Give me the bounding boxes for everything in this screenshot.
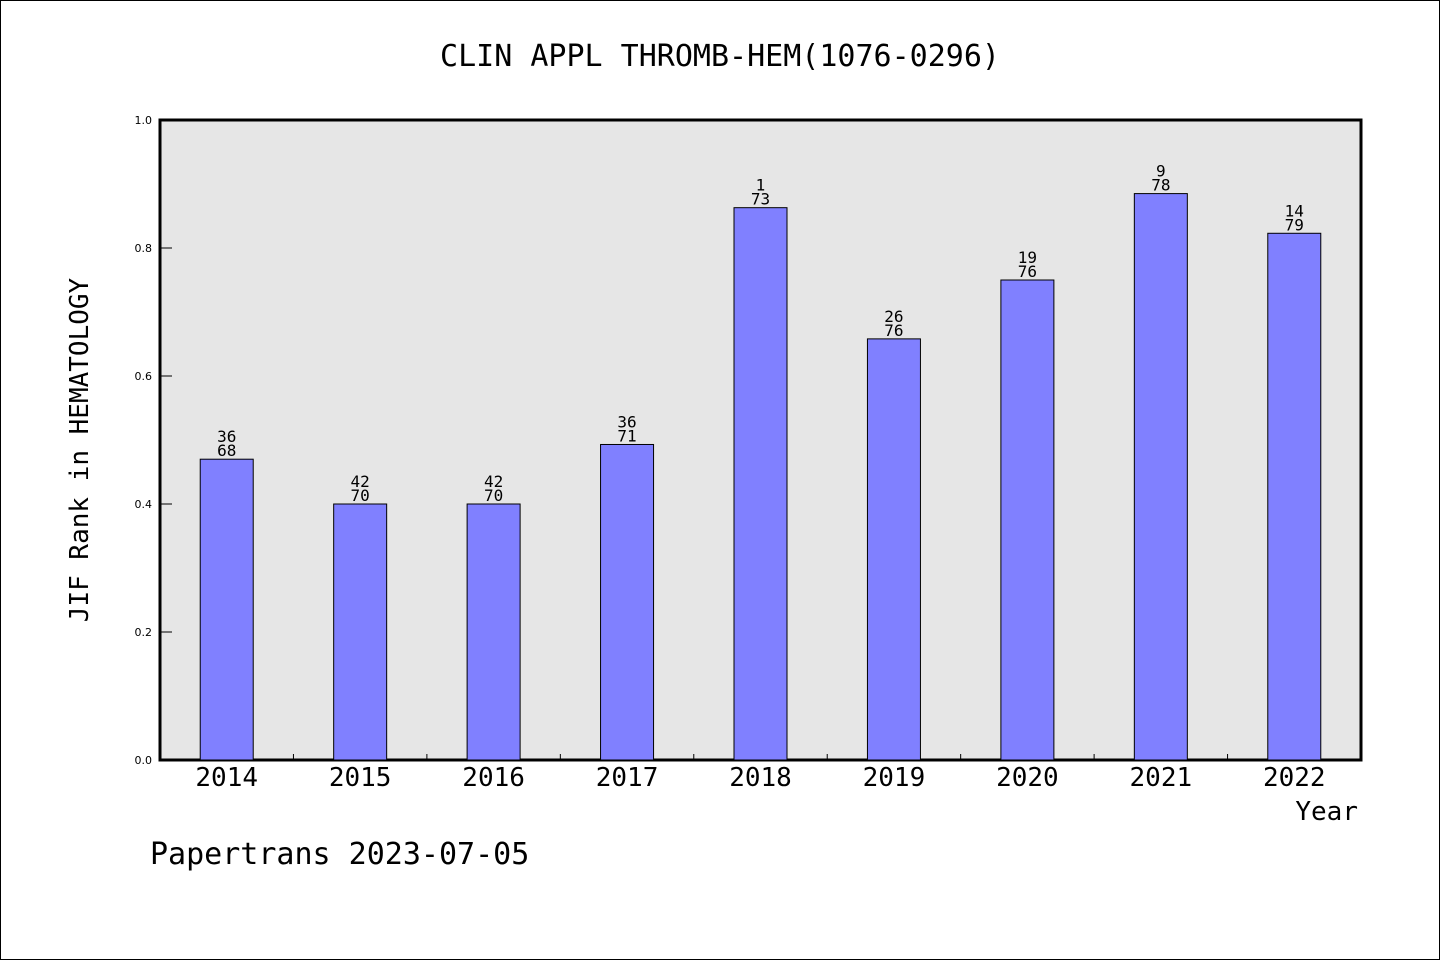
bar [1267,232,1322,761]
footer-text: Papertrans 2023-07-05 [150,837,529,872]
bar-total-label: 68 [217,441,236,460]
y-tick-label: 0.4 [135,498,153,511]
bar-total-label: 71 [617,426,636,445]
x-tick-label: 2019 [863,763,926,793]
y-tick-label: 0.0 [135,754,153,767]
bar-rank-label: 9 [1156,162,1166,181]
bar-total-label: 76 [1018,262,1037,281]
bar-total-label: 76 [884,321,903,340]
y-tick-label: 0.2 [135,626,153,639]
bar-rank-label: 1 [756,176,766,195]
x-tick-label: 2020 [996,763,1059,793]
bar-rank-label: 14 [1285,201,1304,220]
x-tick-label: 2017 [596,763,659,793]
x-axis-label: Year [1295,797,1358,827]
bar [733,207,788,761]
bar [333,503,388,761]
x-tick-label: 2014 [195,763,258,793]
bar-rank-label: 42 [351,472,370,491]
bar-total-label: 70 [351,486,370,505]
bar-rank-label: 36 [217,427,236,446]
x-tick-label: 2021 [1130,763,1193,793]
bar-rank-label: 19 [1018,248,1037,267]
bar-total-label: 73 [751,190,770,209]
bar [600,443,655,761]
y-tick-label: 0.8 [135,242,153,255]
y-axis-label: JIF Rank in HEMATOLOGY [65,277,95,622]
bar [1133,193,1188,761]
x-tick-label: 2015 [329,763,392,793]
bar-total-label: 78 [1151,176,1170,195]
y-tick-label: 1.0 [135,114,153,127]
bar-rank-label: 26 [884,307,903,326]
x-tick-label: 2018 [729,763,792,793]
y-tick-label: 0.6 [135,370,153,383]
bar-total-label: 70 [484,486,503,505]
bar [199,458,254,761]
bar [866,338,921,761]
bar [1000,279,1055,761]
x-tick-label: 2016 [462,763,525,793]
bar-rank-label: 42 [484,472,503,491]
bar-rank-label: 36 [617,412,636,431]
x-tick-label: 2022 [1263,763,1326,793]
bar [466,503,521,761]
bar-total-label: 79 [1285,215,1304,234]
chart-title: CLIN APPL THROMB-HEM(1076-0296) [440,39,1000,74]
